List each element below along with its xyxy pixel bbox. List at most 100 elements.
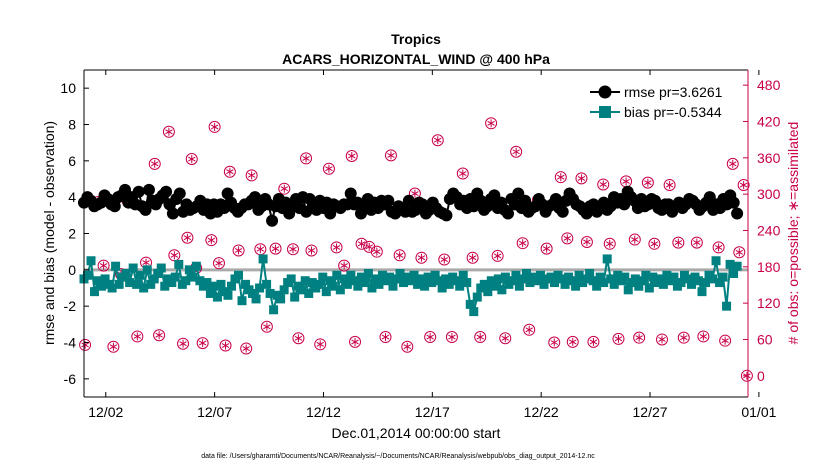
bias-point — [413, 279, 423, 289]
bias-point — [560, 279, 570, 289]
rmse-point — [132, 185, 145, 198]
bias-point — [146, 279, 156, 289]
obs-assimilated-point — [155, 331, 163, 340]
obs-assimilated-point — [735, 248, 744, 257]
obs-possible-point — [726, 157, 739, 170]
obs-possible-point — [148, 157, 161, 170]
bias-point — [342, 279, 352, 289]
bias-point — [170, 272, 180, 282]
bias-point — [462, 278, 472, 288]
obs-possible-point — [292, 332, 305, 345]
obs-possible-point — [205, 234, 218, 247]
legend-rmse-label: rmse pr=3.6261 — [624, 84, 723, 100]
obs-assimilated-point — [271, 244, 280, 253]
bias-point — [434, 276, 444, 286]
bias-point — [374, 279, 384, 289]
rmse-point — [221, 187, 234, 200]
rmse-point — [166, 207, 179, 220]
obs-possible-point — [628, 233, 641, 246]
obs-assimilated-point — [221, 341, 230, 350]
bias-point — [416, 274, 426, 284]
obs-assimilated-point — [599, 180, 607, 189]
bias-point — [237, 296, 247, 306]
bias-point — [223, 290, 233, 300]
obs-possible-point — [456, 167, 469, 180]
obs-possible-point — [612, 332, 625, 345]
bias-point — [686, 279, 696, 289]
obs-assimilated-point — [440, 255, 449, 264]
obs-assimilated-point — [234, 246, 243, 255]
bias-point — [367, 283, 377, 293]
bias-point — [174, 259, 184, 269]
obs-assimilated-point — [198, 339, 207, 348]
rmse-point — [173, 187, 186, 200]
bias-point — [497, 285, 507, 295]
obs-possible-point — [345, 149, 358, 162]
bias-point — [135, 270, 145, 280]
bias-point — [128, 263, 138, 273]
bias-point — [451, 276, 461, 286]
bias-point — [420, 281, 430, 291]
obs-assimilated-point — [357, 239, 366, 248]
obs-possible-point — [516, 237, 529, 250]
obs-assimilated-point — [365, 242, 373, 251]
bias-point — [349, 276, 359, 286]
obs-assimilated-point — [99, 261, 108, 270]
obs-assimilated-point — [210, 122, 219, 131]
bias-point — [269, 305, 279, 315]
obs-possible-point — [466, 251, 479, 264]
y2-tick-label: 240 — [757, 222, 781, 238]
obs-possible-point — [131, 330, 144, 343]
bias-point — [708, 274, 718, 284]
y2-tick-label: 300 — [757, 186, 781, 202]
obs-possible-point — [445, 331, 458, 344]
obs-assimilated-point — [133, 332, 142, 341]
bias-point — [521, 268, 531, 278]
obs-assimilated-point — [476, 333, 484, 342]
rmse-point — [731, 207, 744, 220]
bias-point — [613, 270, 623, 280]
bias-point — [377, 270, 387, 280]
obs-assimilated-point — [589, 337, 598, 346]
bias-point — [265, 288, 275, 298]
bias-point — [100, 274, 110, 284]
obs-assimilated-point — [665, 181, 674, 190]
y-tick-label: -2 — [64, 298, 77, 314]
obs-possible-point — [424, 331, 437, 344]
bias-point — [486, 276, 496, 286]
obs-assimilated-point — [614, 334, 623, 343]
bias-point — [258, 254, 268, 264]
bias-point — [121, 268, 131, 278]
obs-possible-point — [548, 336, 561, 349]
bias-point — [602, 254, 612, 264]
obs-possible-point — [554, 171, 567, 184]
bias-point — [662, 270, 672, 280]
bias-point — [472, 292, 482, 302]
bias-point — [620, 272, 630, 282]
obs-possible-point — [431, 134, 444, 147]
bias-point — [325, 276, 335, 286]
bias-point — [216, 279, 226, 289]
bias-point — [637, 276, 647, 286]
obs-possible-point — [185, 153, 198, 166]
bias-point — [353, 281, 363, 291]
obs-possible-point — [219, 339, 232, 352]
obs-possible-point — [330, 241, 343, 254]
bias-point — [599, 278, 609, 288]
bias-point — [641, 270, 651, 280]
bias-point — [465, 299, 475, 309]
obs-possible-point — [278, 182, 291, 195]
bias-point — [585, 268, 595, 278]
bias-point — [276, 294, 286, 304]
obs-possible-point — [697, 330, 710, 343]
bias-point — [339, 274, 349, 284]
bias-point — [722, 301, 732, 311]
obs-possible-point — [438, 253, 451, 266]
obs-possible-point — [733, 246, 746, 259]
bias-point — [423, 272, 433, 282]
x-tick-label: 12/22 — [524, 404, 559, 420]
obs-assimilated-point — [351, 337, 359, 346]
bias-point — [335, 285, 345, 295]
rmse-series-layer — [78, 183, 744, 227]
obs-possible-point — [370, 245, 383, 258]
